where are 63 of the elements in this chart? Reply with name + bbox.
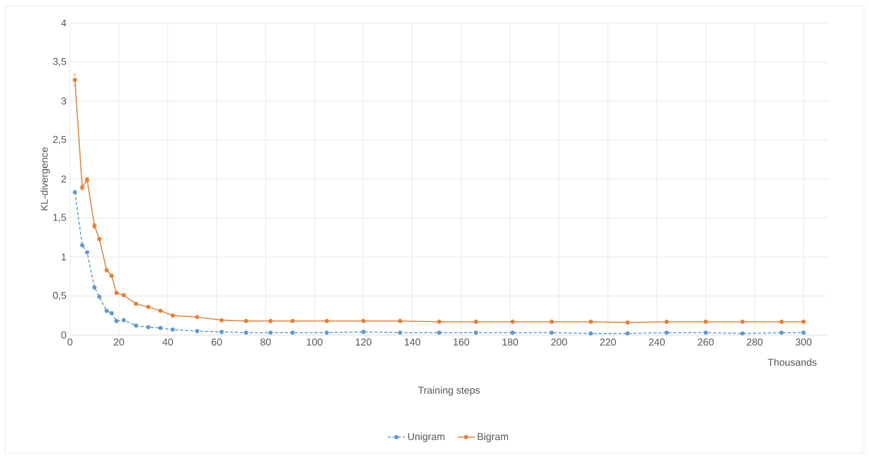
point: [170, 327, 175, 332]
point: [146, 325, 150, 330]
y-tick-label: 3: [61, 97, 66, 105]
point: [114, 318, 119, 324]
x-tick-label: 60: [212, 338, 222, 346]
y-tick-label: 0,5: [53, 292, 66, 300]
point: [664, 330, 669, 335]
x-tick-label: 20: [114, 338, 124, 346]
point: [704, 330, 708, 335]
point: [97, 294, 102, 299]
x-tick-label: 220: [600, 338, 616, 346]
point: [104, 308, 109, 313]
x-tick-label: 200: [551, 338, 567, 346]
x-tick-label: 100: [306, 338, 322, 346]
point: [550, 330, 554, 335]
point: [361, 330, 366, 334]
x-tick-label: 120: [356, 338, 372, 346]
text: Thousands: [768, 358, 817, 366]
x-tick-label: 260: [698, 338, 714, 346]
x-tick-label: 280: [746, 338, 763, 346]
x-tick-label: 80: [260, 338, 271, 346]
point: [437, 330, 442, 335]
y-tick-label: 1,5: [53, 214, 66, 222]
legend-label: Unigram: [408, 432, 444, 442]
point: [158, 326, 163, 330]
point: [72, 190, 77, 194]
x-tick-label: 180: [502, 338, 518, 346]
point: [72, 78, 77, 82]
point: [80, 243, 84, 248]
x-tick-label: 160: [454, 338, 470, 346]
x-tick-label: 140: [404, 338, 420, 346]
x-axis-title: Training steps: [418, 386, 480, 396]
point: [740, 331, 745, 336]
y-tick-label: 0: [61, 331, 66, 339]
y-tick-label: 3,5: [53, 58, 66, 66]
point: [109, 311, 114, 316]
point: [268, 330, 273, 335]
point: [625, 331, 630, 336]
point: [398, 330, 402, 335]
x-tick-label: 300: [796, 338, 812, 346]
point: [195, 329, 200, 334]
y-tick-label: 1: [62, 254, 66, 260]
point: [244, 330, 248, 335]
point: [588, 331, 593, 336]
point: [324, 330, 329, 335]
x-tick-label: 0: [68, 338, 72, 346]
point: [85, 250, 90, 254]
point: [122, 318, 126, 322]
y-tick-label: 2: [61, 176, 66, 182]
y-tick-label: 2,5: [53, 136, 66, 144]
point: [220, 330, 224, 334]
legend-label: Bigram: [478, 432, 508, 442]
point: [92, 285, 97, 290]
y-tick-label: 4: [61, 20, 66, 26]
y-axis-title: KL-divergence: [40, 147, 50, 210]
point: [474, 330, 478, 335]
point: [134, 324, 138, 328]
x-tick-label: 240: [649, 338, 665, 346]
point: [290, 330, 295, 335]
point: [779, 330, 784, 335]
x-tick-label: 40: [162, 338, 173, 346]
point: [510, 330, 515, 335]
point: [801, 330, 806, 335]
